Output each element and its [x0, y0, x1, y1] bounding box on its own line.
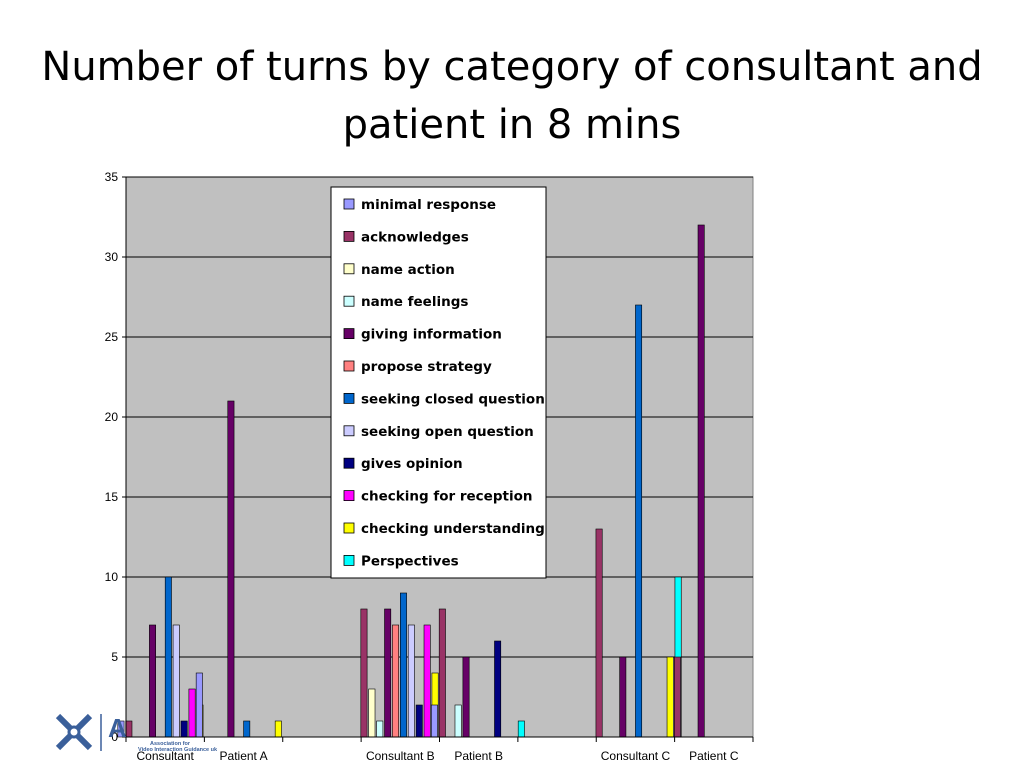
legend-swatch — [343, 198, 355, 210]
bar — [180, 720, 188, 738]
legend-label: gives opinion — [361, 456, 463, 472]
x-tick-label: Patient A — [220, 749, 268, 763]
legend-swatch — [343, 360, 355, 372]
legend-swatch — [343, 425, 355, 437]
chart-legend: minimal response acknowledges name action n… — [330, 186, 547, 579]
bar — [227, 400, 235, 738]
bar — [392, 624, 400, 738]
bar — [595, 528, 603, 738]
legend-swatch — [343, 457, 355, 469]
bar — [368, 688, 376, 738]
bar — [674, 656, 681, 738]
bar — [666, 656, 674, 738]
legend-label: checking for reception — [361, 489, 532, 505]
legend-label: seeking open question — [361, 424, 534, 440]
bar — [635, 304, 643, 738]
bar — [619, 656, 627, 738]
bar — [384, 608, 392, 738]
logo-line-1: Association for — [150, 741, 191, 747]
bar — [117, 720, 125, 738]
bar — [517, 720, 525, 738]
legend-label: Perspectives — [361, 553, 459, 569]
bar — [697, 224, 705, 738]
x-tick-label: Consultant — [137, 749, 195, 763]
association-logo: A Association for Video Interaction Guid… — [55, 713, 218, 753]
legend-swatch — [343, 522, 355, 534]
legend-swatch — [343, 392, 355, 404]
bars-layer — [117, 224, 705, 738]
bar — [243, 720, 251, 738]
legend-label: seeking closed question — [361, 391, 545, 407]
y-tick-label: 15 — [105, 490, 119, 504]
bar — [430, 704, 438, 738]
bar — [164, 576, 172, 738]
y-tick-label: 0 — [111, 730, 118, 744]
bar — [438, 608, 446, 738]
bar — [415, 704, 423, 738]
bar — [195, 672, 203, 738]
logo-line-2: Video Interaction Guidance uk — [138, 747, 218, 753]
bar — [376, 720, 384, 738]
legend-label: minimal response — [361, 197, 496, 213]
legend-label: giving information — [361, 327, 502, 343]
bar — [494, 640, 502, 738]
legend-swatch — [343, 555, 355, 566]
bar — [423, 624, 431, 738]
bar — [360, 608, 368, 738]
bar — [462, 656, 470, 738]
bar — [400, 592, 407, 738]
legend-label: propose strategy — [361, 359, 492, 375]
x-tick-label: Consultant B — [366, 749, 435, 763]
bar — [274, 720, 282, 738]
bar — [188, 688, 196, 738]
y-tick-label: 35 — [105, 170, 119, 184]
bar — [172, 624, 180, 738]
y-tick-label: 10 — [105, 570, 119, 584]
x-tick-label: Patient B — [454, 749, 503, 763]
logo-letter: A — [108, 713, 127, 743]
x-tick-label: Consultant C — [601, 749, 671, 763]
y-tick-label: 25 — [105, 330, 119, 344]
slide-title: Number of turns by category of consultan… — [41, 44, 983, 148]
x-axis-ticks: Consultant Patient A Consultant B Patient B… — [125, 737, 754, 763]
legend-swatch — [343, 263, 355, 275]
legend-swatch — [343, 295, 355, 307]
legend-swatch — [343, 230, 355, 242]
legend-box — [330, 186, 547, 579]
y-axis-ticks: 0 5 10 15 20 25 30 35 — [105, 170, 126, 744]
y-tick-label: 30 — [105, 250, 119, 264]
legend-label: name action — [361, 262, 455, 278]
association-logo-icon — [55, 713, 102, 751]
bar — [149, 624, 156, 738]
bar — [454, 704, 462, 738]
y-tick-label: 5 — [111, 650, 118, 664]
legend-swatch — [343, 328, 355, 340]
legend-label: name feelings — [361, 294, 468, 310]
legend-label: acknowledges — [361, 229, 469, 245]
legend-label: checking understanding — [361, 521, 545, 537]
bar — [407, 624, 415, 738]
x-tick-label: Patient C — [689, 749, 739, 763]
legend-swatch — [343, 490, 355, 502]
y-tick-label: 20 — [105, 410, 119, 424]
